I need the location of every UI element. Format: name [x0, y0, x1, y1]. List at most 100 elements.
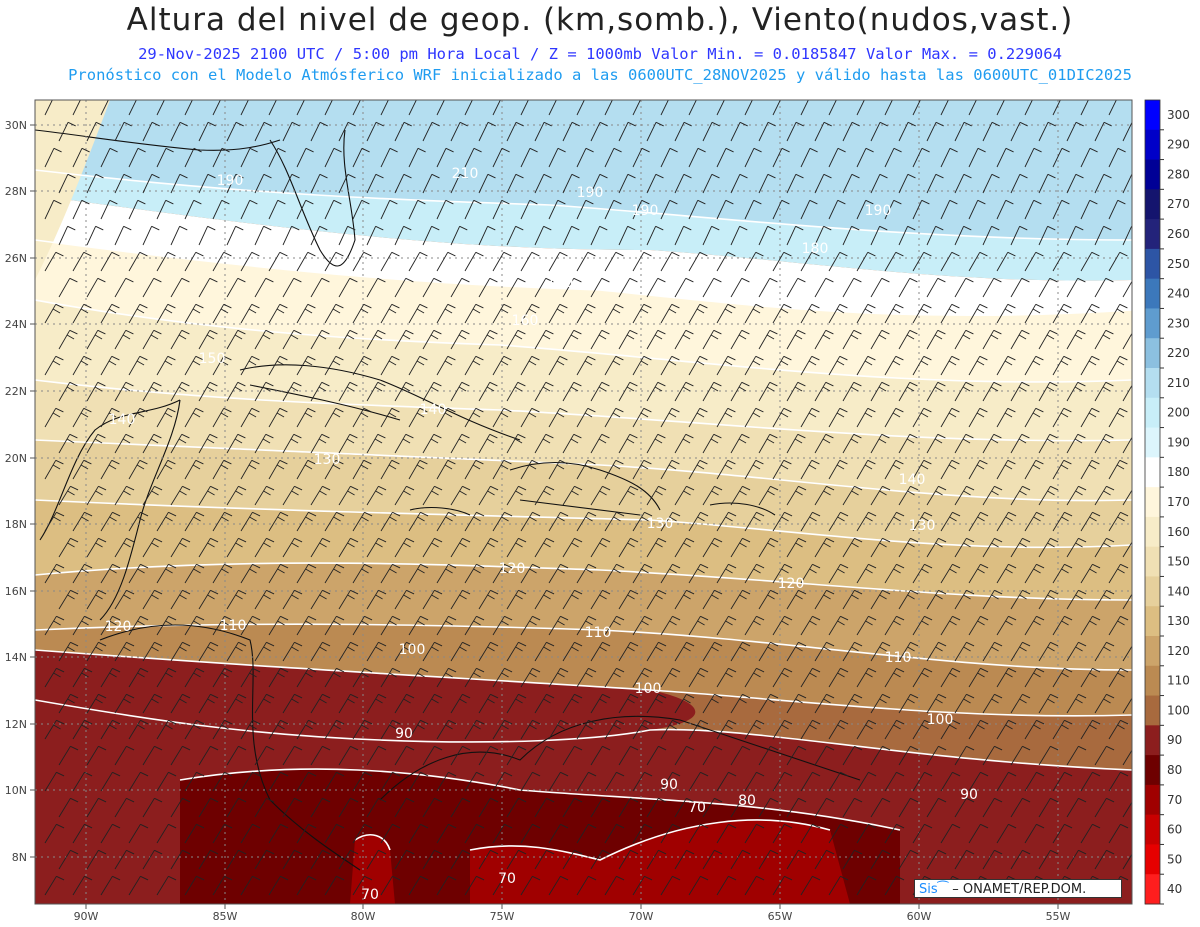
wind-barb — [814, 381, 834, 402]
wind-barb — [702, 745, 723, 766]
wind-barb — [338, 589, 359, 610]
wind-barb — [688, 303, 708, 324]
wind-barb — [422, 589, 443, 610]
wind-barb — [1010, 381, 1030, 402]
wind-barb — [688, 719, 709, 740]
wind-barb — [1094, 693, 1115, 714]
wind-barb — [1108, 719, 1129, 740]
wind-barb — [632, 615, 653, 636]
wind-barb — [338, 329, 358, 350]
wind-barb — [1052, 459, 1072, 480]
wind-barb — [282, 329, 302, 350]
wind-barb — [44, 100, 62, 116]
wind-barb — [786, 225, 804, 246]
wind-barb — [450, 173, 468, 194]
wind-barb — [786, 173, 804, 194]
wind-barb — [464, 100, 482, 116]
wind-barb — [86, 745, 107, 766]
wind-barb — [506, 121, 524, 142]
contour-label: 90 — [660, 777, 678, 793]
wind-barb — [422, 433, 442, 454]
wind-barb — [660, 459, 680, 480]
wind-barb — [366, 849, 387, 870]
wind-barb — [198, 121, 216, 142]
wind-barb — [1080, 407, 1100, 428]
wind-barb — [520, 615, 541, 636]
wind-barb — [954, 121, 972, 142]
wind-barb — [450, 433, 470, 454]
wind-barb — [1094, 797, 1115, 818]
colorbar-swatch — [1145, 874, 1160, 905]
wind-barb — [576, 667, 597, 688]
wind-barb — [604, 199, 622, 220]
wind-barb — [996, 355, 1016, 376]
wind-barb — [44, 199, 62, 220]
wind-barb — [450, 225, 468, 246]
wind-barb — [212, 615, 233, 636]
wind-barb — [674, 849, 695, 870]
wind-barb — [338, 641, 359, 662]
wind-barb — [240, 251, 260, 272]
wind-barb — [814, 745, 835, 766]
wind-barb — [688, 771, 709, 792]
wind-barb — [478, 589, 499, 610]
wind-barb — [1010, 329, 1030, 350]
wind-barb — [1024, 771, 1045, 792]
wind-barb — [562, 485, 583, 506]
wind-barb — [758, 121, 776, 142]
wind-barb — [212, 823, 233, 844]
credit-box: Sis⁀ – ONAMET/REP.DOM. — [914, 879, 1122, 898]
wind-barb — [954, 173, 972, 194]
wind-barb — [856, 719, 877, 740]
wind-barb — [534, 693, 555, 714]
wind-barb — [212, 251, 232, 272]
wind-barb — [870, 745, 891, 766]
wind-barb — [296, 199, 314, 220]
wind-barb — [1010, 797, 1031, 818]
wind-barb — [632, 459, 652, 480]
wind-barb — [394, 381, 414, 402]
wind-barb — [688, 459, 708, 480]
wind-barb — [184, 615, 205, 636]
wind-barb — [450, 693, 471, 714]
wind-barb — [576, 875, 597, 896]
contour-label: 80 — [738, 793, 756, 809]
wind-barb — [1010, 641, 1031, 662]
wind-barb — [86, 849, 107, 870]
wind-barb — [254, 277, 274, 298]
wind-barb — [226, 641, 247, 662]
wind-barb — [548, 147, 566, 168]
wind-barb — [856, 823, 877, 844]
wind-barb — [156, 147, 174, 168]
wind-barb — [660, 199, 678, 220]
wind-barb — [492, 303, 512, 324]
wind-barb — [926, 589, 947, 610]
wind-barb — [436, 303, 456, 324]
wind-barb — [296, 251, 316, 272]
wind-barb — [254, 329, 274, 350]
wind-barb — [86, 797, 107, 818]
wind-barb — [492, 355, 512, 376]
wind-barb — [380, 511, 401, 532]
band-120 — [35, 563, 1132, 670]
wind-barb — [324, 875, 345, 896]
wind-barb — [898, 121, 916, 142]
wind-barb — [688, 667, 709, 688]
wind-barb — [128, 407, 148, 428]
wind-barb — [254, 849, 275, 870]
band-150 — [35, 380, 1132, 501]
colorbar-swatch — [1145, 636, 1160, 667]
wind-barb — [422, 693, 443, 714]
wind-barb — [716, 147, 734, 168]
wind-barb — [968, 719, 989, 740]
wind-barb — [646, 485, 667, 506]
wind-barb — [842, 329, 862, 350]
wind-barb — [226, 225, 244, 246]
wind-barb — [534, 589, 555, 610]
wind-barb — [898, 225, 916, 246]
wind-barb — [44, 147, 62, 168]
wind-barb — [968, 563, 989, 584]
wind-barb — [1038, 329, 1058, 350]
wind-barb — [436, 615, 457, 636]
wind-barb — [702, 329, 722, 350]
